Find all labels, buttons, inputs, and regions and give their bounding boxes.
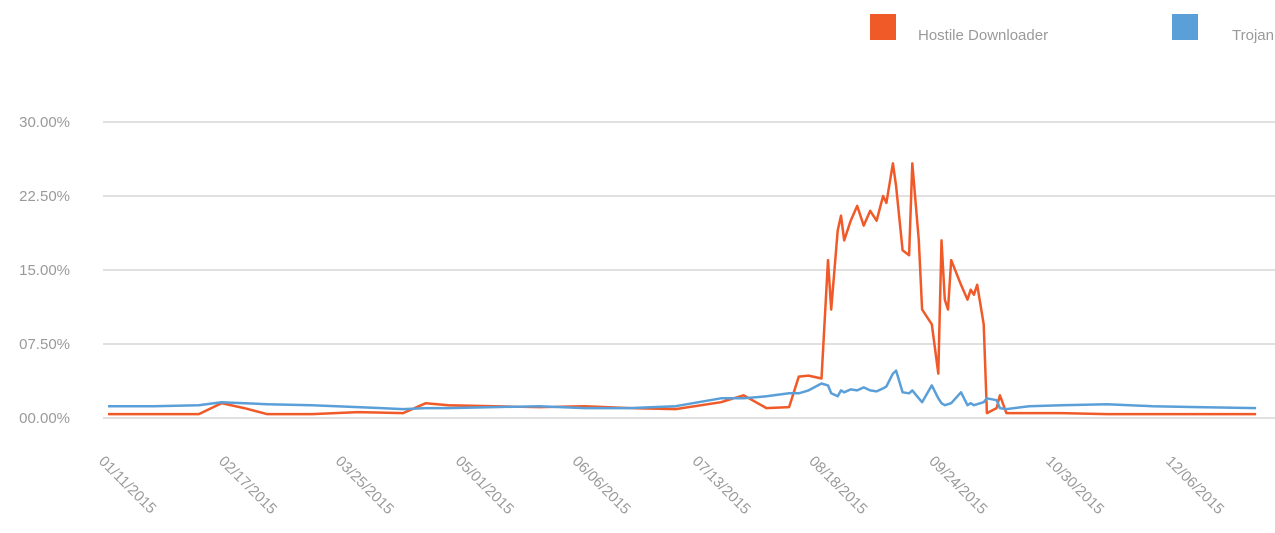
series-line	[108, 369, 1257, 411]
legend-swatch	[1172, 14, 1198, 40]
y-tick-label: 07.50%	[19, 336, 70, 353]
legend-label: Trojan	[1232, 27, 1274, 44]
x-tick-label: 03/25/2015	[332, 453, 397, 518]
y-tick-label: 00.00%	[19, 410, 70, 427]
x-tick-label: 01/11/2015	[95, 453, 159, 517]
x-tick-label: 02/17/2015	[215, 453, 280, 518]
y-tick-label: 15.00%	[19, 262, 70, 279]
x-tick-label: 08/18/2015	[805, 453, 870, 518]
series-line	[108, 162, 1257, 416]
x-tick-label: 05/01/2015	[452, 453, 517, 518]
x-tick-label: 10/30/2015	[1042, 453, 1107, 518]
y-tick-label: 22.50%	[19, 188, 70, 205]
legend-label: Hostile Downloader	[918, 27, 1048, 44]
x-tick-label: 06/06/2015	[569, 453, 634, 518]
x-tick-label: 07/13/2015	[689, 453, 754, 518]
x-tick-label: 09/24/2015	[925, 453, 990, 518]
x-tick-label: 12/06/2015	[1162, 453, 1227, 518]
legend-swatch	[870, 14, 896, 40]
y-tick-label: 30.00%	[19, 114, 70, 131]
